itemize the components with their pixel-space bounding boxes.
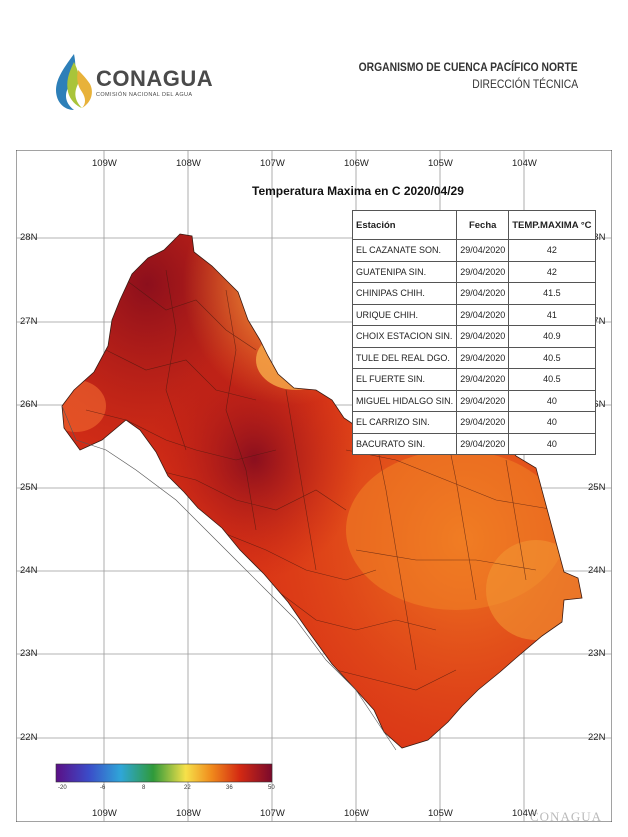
lat-tick-left: 27N <box>20 316 38 327</box>
date-cell: 29/04/2020 <box>456 368 510 391</box>
temp-cell: 40.9 <box>508 325 596 348</box>
lon-tick-top: 108W <box>176 158 201 169</box>
lat-tick-left: 26N <box>20 399 38 410</box>
conagua-logo: CONAGUA COMISIÓN NACIONAL DEL AGUA <box>52 52 214 112</box>
department-name: DIRECCIÓN TÉCNICA <box>472 77 578 91</box>
date-cell: 29/04/2020 <box>456 325 510 348</box>
lon-tick-top: 106W <box>344 158 369 169</box>
map-title: Temperatura Maxima en C 2020/04/29 <box>252 184 464 198</box>
station-cell: URIQUE CHIH. <box>351 303 458 326</box>
lon-tick-top: 105W <box>428 158 453 169</box>
column-header: Estación <box>351 210 458 240</box>
lon-tick-bottom: 107W <box>260 808 285 819</box>
header: CONAGUA COMISIÓN NACIONAL DEL AGUA ORGAN… <box>0 0 628 130</box>
organization-name: ORGANISMO DE CUENCA PACÍFICO NORTE <box>358 60 578 74</box>
logo-subtext: COMISIÓN NACIONAL DEL AGUA <box>96 92 193 98</box>
table-row: EL CARRIZO SIN. 29/04/2020 40 <box>351 411 596 434</box>
lat-tick-left: 28N <box>20 232 38 243</box>
lat-tick-left: 25N <box>20 482 38 493</box>
lon-tick-bottom: 106W <box>344 808 369 819</box>
lat-tick-right: 27N <box>588 316 606 327</box>
lon-tick-top: 107W <box>260 158 285 169</box>
temp-cell: 40.5 <box>508 346 596 369</box>
temp-cell: 40 <box>508 411 596 434</box>
coastline <box>61 405 397 751</box>
temp-cell: 42 <box>508 239 596 262</box>
lat-tick-right: 28N <box>588 232 606 243</box>
station-cell: TULE DEL REAL DGO. <box>351 346 458 369</box>
station-cell: EL CAZANATE SON. <box>351 239 458 262</box>
colorbar-tick: 36 <box>226 785 233 791</box>
table-row: CHINIPAS CHIH. 29/04/2020 41.5 <box>351 282 596 305</box>
table-header-row: Estación Fecha TEMP.MAXIMA °C <box>351 210 596 240</box>
region-outline <box>61 233 583 749</box>
temp-cell: 42 <box>508 260 596 283</box>
table-row: MIGUEL HIDALGO SIN. 29/04/2020 40 <box>351 389 596 412</box>
lat-tick-left: 24N <box>20 565 38 576</box>
column-header: TEMP.MAXIMA °C <box>508 210 596 240</box>
lon-tick-top: 109W <box>92 158 117 169</box>
table-row: TULE DEL REAL DGO. 29/04/2020 40.5 <box>351 346 596 369</box>
lon-tick-top: 104W <box>512 158 537 169</box>
station-cell: EL FUERTE SIN. <box>351 368 458 391</box>
lat-tick-right: 24N <box>588 565 606 576</box>
lat-tick-right: 23N <box>588 648 606 659</box>
lat-tick-left: 22N <box>20 732 38 743</box>
station-cell: CHOIX ESTACION SIN. <box>351 325 458 348</box>
station-cell: MIGUEL HIDALGO SIN. <box>351 389 458 412</box>
temp-cell: 40 <box>508 389 596 412</box>
lat-tick-left: 23N <box>20 648 38 659</box>
date-cell: 29/04/2020 <box>456 260 510 283</box>
lat-tick-right: 22N <box>588 732 606 743</box>
table-row: CHOIX ESTACION SIN. 29/04/2020 40.9 <box>351 325 596 348</box>
lat-tick-right: 26N <box>588 399 606 410</box>
station-table: Estación Fecha TEMP.MAXIMA °C EL CAZANAT… <box>351 210 596 455</box>
station-cell: EL CARRIZO SIN. <box>351 411 458 434</box>
lon-tick-bottom: 105W <box>428 808 453 819</box>
lon-tick-bottom: 109W <box>92 808 117 819</box>
colorbar-tick: -20 <box>58 785 67 791</box>
colorbar-tick: 8 <box>142 785 146 791</box>
date-cell: 29/04/2020 <box>456 282 510 305</box>
logo-text: CONAGUA <box>96 66 214 91</box>
column-header: Fecha <box>456 210 510 240</box>
date-cell: 29/04/2020 <box>456 389 510 412</box>
temp-cell: 41 <box>508 303 596 326</box>
water-drop-logo-icon <box>56 54 92 110</box>
table-row: BACURATO SIN. 29/04/2020 40 <box>351 432 596 455</box>
watermark: CONAGUA <box>530 809 602 824</box>
date-cell: 29/04/2020 <box>456 432 510 455</box>
date-cell: 29/04/2020 <box>456 239 510 262</box>
date-cell: 29/04/2020 <box>456 303 510 326</box>
table-row: URIQUE CHIH. 29/04/2020 41 <box>351 303 596 326</box>
lon-tick-bottom: 108W <box>176 808 201 819</box>
temp-cell: 40 <box>508 432 596 455</box>
table-row: EL CAZANATE SON. 29/04/2020 42 <box>351 239 596 262</box>
colorbar <box>55 763 273 783</box>
station-cell: BACURATO SIN. <box>351 432 458 455</box>
station-cell: CHINIPAS CHIH. <box>351 282 458 305</box>
lat-tick-right: 25N <box>588 482 606 493</box>
temp-cell: 41.5 <box>508 282 596 305</box>
colorbar-tick: 22 <box>184 785 191 791</box>
table-row: EL FUERTE SIN. 29/04/2020 40.5 <box>351 368 596 391</box>
station-cell: GUATENIPA SIN. <box>351 260 458 283</box>
date-cell: 29/04/2020 <box>456 346 510 369</box>
colorbar-tick: -6 <box>100 785 106 791</box>
temp-cell: 40.5 <box>508 368 596 391</box>
table-row: GUATENIPA SIN. 29/04/2020 42 <box>351 260 596 283</box>
lon-tick-bottom: 104W <box>512 808 537 819</box>
colorbar-tick: 50 <box>268 785 275 791</box>
date-cell: 29/04/2020 <box>456 411 510 434</box>
